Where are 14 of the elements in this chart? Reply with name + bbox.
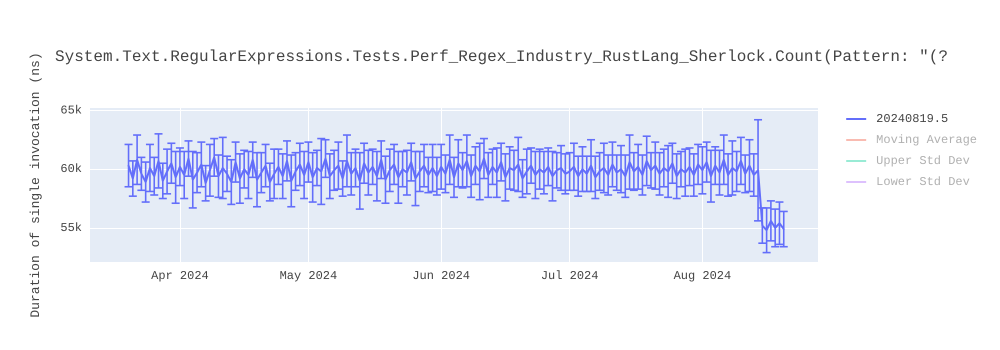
x-tick-label: Aug 2024 [674,269,732,283]
legend-label: Lower Std Dev [876,175,970,189]
y-tick-label: 55k [60,220,82,235]
chart-title: System.Text.RegularExpressions.Tests.Perf_Regex_Industry_RustLang_Sherlock.Count(Pattern: "(? [55,48,948,66]
legend-label: Upper Std Dev [876,154,970,168]
legend-label: Moving Average [876,133,978,147]
x-tick-label: Jul 2024 [540,269,598,283]
y-tick-label: 65k [60,103,82,118]
y-axis-title: Duration of single invocation (ns) [28,52,43,318]
x-tick-label: Jun 2024 [412,269,470,283]
x-tick-label: Apr 2024 [151,269,209,283]
x-tick-label: May 2024 [280,269,338,283]
y-tick-label: 60k [60,162,82,176]
legend-label: 20240819.5 [876,112,948,126]
